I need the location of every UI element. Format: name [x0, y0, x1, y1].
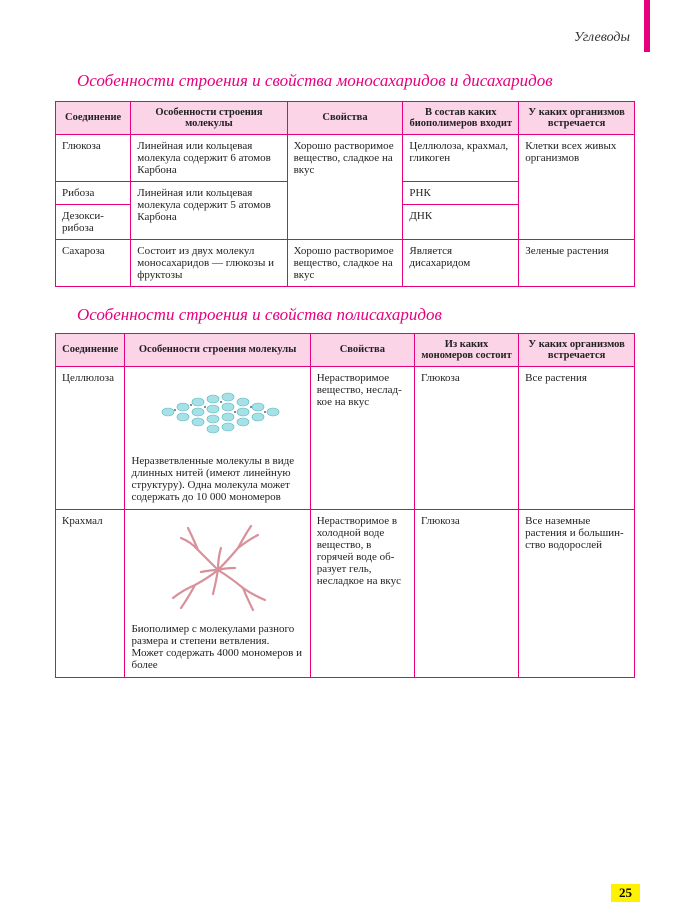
cell-name: Глюкоза: [56, 134, 131, 181]
cell-name: Целлю­лоза: [56, 366, 125, 509]
cell-structure: Линейная или кольце­вая молекула содер­ж…: [131, 134, 287, 181]
cell-monomer: Глюкоза: [414, 366, 518, 509]
table-polysaccharides: Соеди­нение Особенности строения молекул…: [55, 333, 635, 678]
table-row: Целлю­лоза Неразветвленные мол: [56, 366, 635, 509]
cell-biopolymer: Является дисахаридом: [403, 239, 519, 286]
cell-organism: Клетки всех живых орга­низмов: [519, 134, 635, 239]
cell-structure: Неразветвленные молекулы в виде длинных …: [125, 366, 310, 509]
cellulose-diagram-icon: [143, 377, 293, 447]
cell-organism: Все наземные растения и большин­ство вод…: [519, 509, 635, 677]
cell-biopolymer: ДНК: [403, 204, 519, 239]
col-structure: Особенности строения молекулы: [125, 333, 310, 366]
col-properties: Свойства: [310, 333, 414, 366]
col-compound: Соеди­нение: [56, 333, 125, 366]
cell-structure: Биополимер с молекулами разного размера …: [125, 509, 310, 677]
table-row: Сахароза Состоит из двух моле­кул моноса…: [56, 239, 635, 286]
col-biopolymer: В состав каких биополимеров входит: [403, 101, 519, 134]
table-header-row: Соеди­нение Особенности строения молекул…: [56, 333, 635, 366]
starch-diagram-icon: [153, 520, 283, 615]
cell-biopolymer: РНК: [403, 181, 519, 204]
cell-properties: Хорошо раство­римое вещество, сладкое на…: [287, 239, 403, 286]
section1-title: Особенности строения и свойства моносаха…: [55, 70, 635, 93]
col-monomer: Из каких мономеров состоит: [414, 333, 518, 366]
col-properties: Свойства: [287, 101, 403, 134]
col-organism: У каких организмов встречается: [519, 101, 635, 134]
table-row: Крахмал Биополимер с молекулами разного …: [56, 509, 635, 677]
table-monosaccharides: Соеди­нение Особенности строе­ния молеку…: [55, 101, 635, 287]
table-header-row: Соеди­нение Особенности строе­ния молеку…: [56, 101, 635, 134]
col-compound: Соеди­нение: [56, 101, 131, 134]
cellulose-text: Неразветвленные молекулы в виде длинных …: [131, 455, 303, 503]
cell-properties: Хорошо раство­римое веще­ство, сладкое н…: [287, 134, 403, 239]
col-organism: У каких организмов встречается: [519, 333, 635, 366]
cell-name: Крахмал: [56, 509, 125, 677]
starch-text: Биополимер с молекулами разного размера …: [131, 623, 303, 671]
section2-title: Особенности строения и свойства полисаха…: [55, 305, 635, 325]
cell-name: Дезокси­рибоза: [56, 204, 131, 239]
page-number: 25: [611, 884, 640, 902]
cell-monomer: Глюкоза: [414, 509, 518, 677]
cell-organism: Все растения: [519, 366, 635, 509]
cell-properties: Нераствори­мое веще­ство, неслад­кое на …: [310, 366, 414, 509]
cell-structure: Состоит из двух моле­кул моносахаридов —…: [131, 239, 287, 286]
cell-biopolymer: Целлюлоза, крахмал, гли­коген: [403, 134, 519, 181]
accent-bar: [644, 0, 650, 52]
table-row: Глюкоза Линейная или кольце­вая молекула…: [56, 134, 635, 181]
cell-structure: Линейная или кольце­вая молекула содер­ж…: [131, 181, 287, 239]
cell-organism: Зеленые растения: [519, 239, 635, 286]
cell-name: Рибоза: [56, 181, 131, 204]
col-structure: Особенности строе­ния молекулы: [131, 101, 287, 134]
cell-properties: Нераство­римое в хо­лодной воде вещество…: [310, 509, 414, 677]
cell-name: Сахароза: [56, 239, 131, 286]
chapter-header: Углеводы: [574, 30, 630, 46]
